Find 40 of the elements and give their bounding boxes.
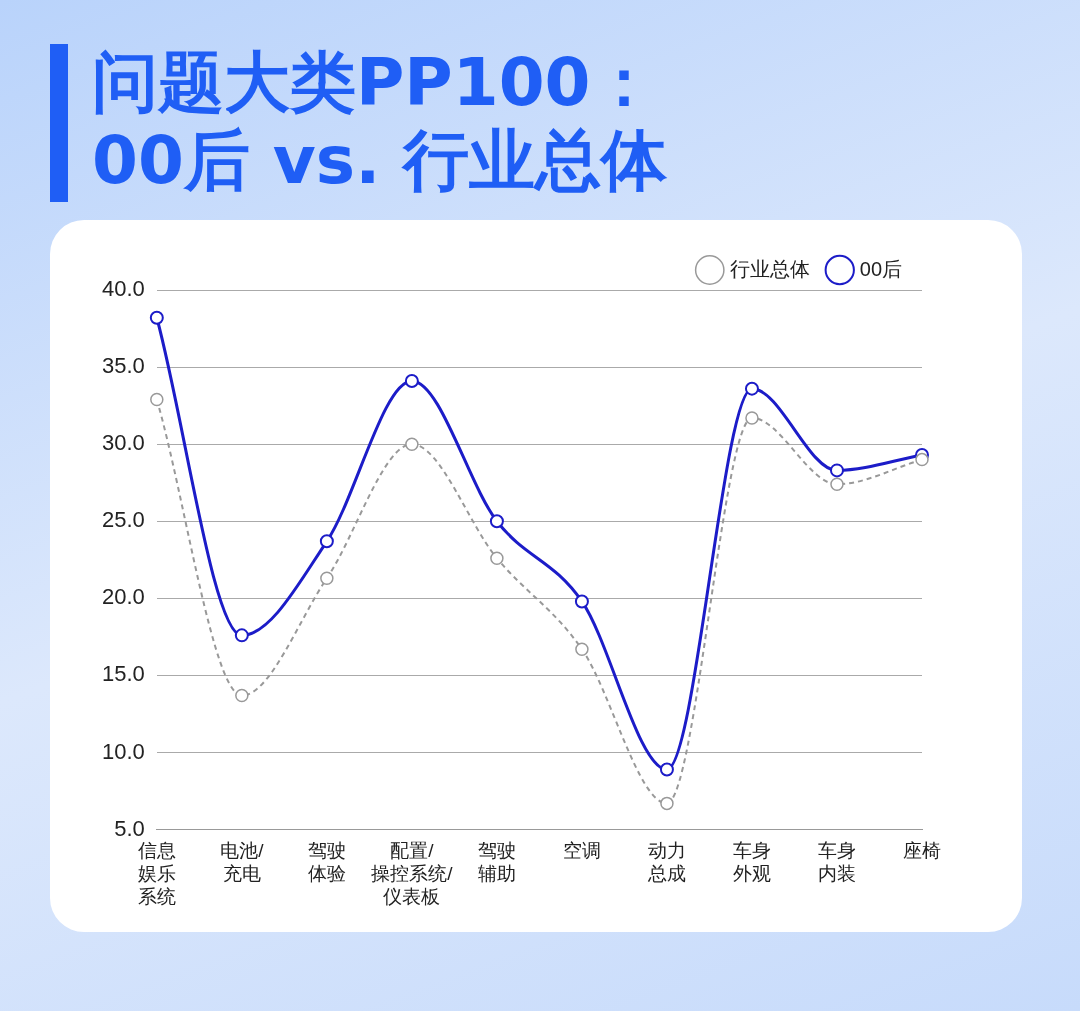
point xyxy=(234,628,249,643)
y-tick-label: 10.0 xyxy=(101,738,145,764)
x-tick-label: 驾驶辅助 xyxy=(477,840,516,885)
point xyxy=(404,373,419,388)
point xyxy=(829,463,844,478)
legend-label: 00后 xyxy=(859,257,902,280)
point xyxy=(319,534,334,549)
x-tick-label: 车身内装 xyxy=(817,840,856,885)
y-tick-label: 35.0 xyxy=(101,353,145,379)
point xyxy=(490,551,504,566)
point xyxy=(915,452,929,467)
point xyxy=(745,411,759,425)
y-tick-label: 20.0 xyxy=(101,584,145,610)
y-tick-label: 15.0 xyxy=(101,661,145,687)
legend-label: 行业总体 xyxy=(729,257,810,280)
point xyxy=(149,310,164,325)
chart-title: 问题大类PP100： 00后 vs. 行业总体 xyxy=(92,44,668,200)
point xyxy=(150,392,164,407)
point xyxy=(830,477,844,492)
x-tick-label: 电池/充电 xyxy=(220,840,265,885)
y-tick-label: 40.0 xyxy=(101,276,145,302)
point xyxy=(574,594,589,609)
point xyxy=(235,688,249,703)
y-tick-label: 5.0 xyxy=(114,815,145,841)
point xyxy=(744,381,759,396)
point xyxy=(320,571,334,586)
point xyxy=(659,762,674,777)
x-tick-label: 车身外观 xyxy=(732,840,771,885)
point xyxy=(575,642,589,656)
x-tick-label: 动力总成 xyxy=(646,840,686,885)
x-tick-label: 信息娱乐系统 xyxy=(137,840,176,907)
y-tick-label: 30.0 xyxy=(101,430,145,456)
y-tick-label: 25.0 xyxy=(101,507,145,533)
x-tick-label: 座椅 xyxy=(903,840,941,862)
x-tick-label: 空调 xyxy=(562,840,601,862)
point xyxy=(660,796,674,811)
point xyxy=(489,514,504,529)
x-tick-label: 配置/操控系统/仪表板 xyxy=(371,840,454,907)
x-tick-label: 驾驶体验 xyxy=(307,840,346,885)
point xyxy=(405,437,419,451)
